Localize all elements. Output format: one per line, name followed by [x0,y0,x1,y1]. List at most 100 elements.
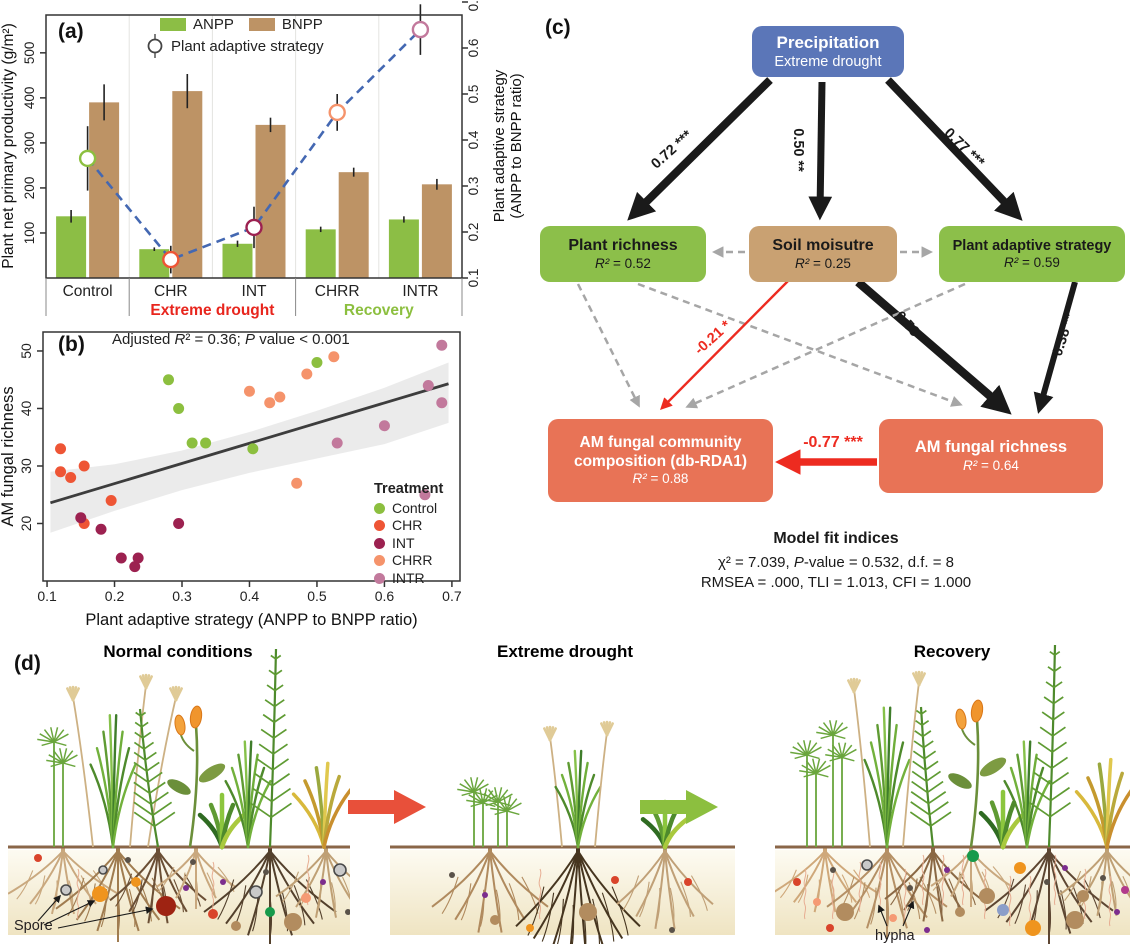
root [225,850,271,925]
root [55,850,119,910]
rootlet [951,871,961,897]
fan-ray [472,790,484,804]
fern-leaflet [914,730,924,738]
model-fit-heading: Model fit indices [773,530,899,547]
sem-box-amf-richness: AM fungal richness R² = 0.64 [879,419,1103,493]
fan-ray [53,729,65,743]
fern-leaflet [272,743,288,755]
fern-leaflet [923,740,934,749]
fan-ray [39,733,55,743]
fan-ray [820,734,834,740]
bnpp-bar-Control [89,102,120,278]
drought-transition-arrow [348,790,426,824]
fern-leaflet [275,654,282,660]
fern-leaflet [266,684,276,692]
x-axis-tick-label: 0.1 [37,588,57,604]
fern-leaflet [921,720,930,726]
root [325,850,350,900]
root [62,850,75,915]
root [569,850,579,944]
panel-d-letter: (d) [14,652,41,675]
root [1048,850,1072,934]
spore [1014,862,1026,874]
spore-ringed [861,859,873,871]
r2-value: = 0.88 [646,471,689,487]
scatter-point-INTR [436,339,448,351]
sem-dashed-richness-to-amf-composition [576,283,640,408]
rootlet [217,866,235,893]
scatter-point-INT [75,512,87,524]
y2-axis-tick-label: 0.7 [466,0,481,11]
y-axis-tick-label: 300 [22,132,37,155]
rootlet [34,875,46,905]
fern-leaflet [1051,756,1069,769]
fern-leaflet [144,751,157,761]
rootlet [541,892,555,942]
fern-leaflet [912,760,926,771]
fern-leaflet [929,801,949,816]
fan-ray [506,802,522,812]
panel-b-letter: (b) [58,333,85,356]
fern-leaflet [133,761,148,772]
hypha-filament [211,861,215,913]
bnpp-bar-INT [255,124,286,278]
fern-leaflet [1041,711,1054,721]
spore [793,878,801,886]
wheat-stem [147,696,177,848]
fan-ray [827,748,843,759]
regression-line [50,382,449,505]
rootlet [132,879,143,913]
wheat-head [917,672,926,687]
hypha-filament [858,861,862,913]
rootlet [195,877,199,903]
fan-ray [473,783,489,793]
fan-ray [490,807,508,812]
root [824,850,857,903]
spore [611,876,619,884]
fan-ray [457,788,475,793]
x-category-label-CHR: CHR [154,283,188,300]
fern-leaflet [1054,650,1061,656]
rootlet [316,882,322,913]
model-fit-indices: Model fit indices χ² = 7.039, P-value = … [586,530,1086,591]
x-category-label-CHRR: CHRR [315,283,360,300]
fan-ray [841,748,857,759]
rootlet [690,875,708,911]
spore [526,924,534,932]
amf-richness-r2: R² = 0.64 [879,458,1103,475]
fern-leaflet [133,751,146,761]
sem-arrow-soil-to-amf-richness [855,278,1012,415]
fern-stem [138,708,160,848]
fern-leaflet [271,787,291,803]
spore [320,879,326,885]
fern-leaflet [1037,741,1053,753]
y2-axis-tick-label: 0.1 [466,269,481,288]
soil-moisture-r2: R² = 0.25 [749,256,897,273]
chr-legend-dot [374,520,385,532]
root [793,850,826,903]
annotation-text: ² = 0.36; [185,331,246,348]
root [431,850,491,908]
fern-leaflet [926,780,944,794]
spore [301,893,311,903]
fan-ray [832,722,844,736]
root [175,850,197,899]
spore [231,921,241,931]
rootlet [217,879,235,920]
fan-ray [53,733,69,743]
rootlet [508,883,520,921]
fan-ray [481,798,499,803]
anpp-bar-INT [222,243,253,278]
root [157,850,188,913]
spore [345,909,350,915]
root [203,850,271,913]
annotation-text: Adjusted [112,331,175,348]
rootlet [680,881,691,917]
fern-leaflet [273,713,286,723]
spore [579,903,597,921]
root [824,850,878,894]
root [1106,850,1130,899]
scatter-point-INT [132,552,144,564]
spore-ringed [98,865,108,875]
adaptive-strategy-point-INTR [411,20,430,39]
